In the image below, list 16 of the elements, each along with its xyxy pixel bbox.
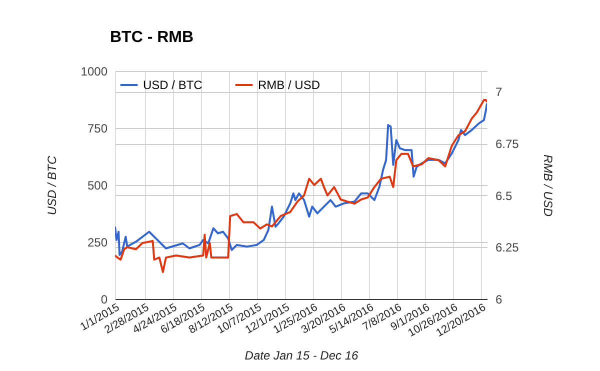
y-tick-label: 750: [87, 122, 108, 136]
y-tick-label: 1000: [80, 64, 108, 78]
x-axis-title: Date Jan 15 - Dec 16: [244, 348, 359, 363]
y2-tick-label: 7: [496, 85, 502, 100]
y-tick-label: 0: [100, 292, 108, 306]
legend-label: RMB / USD: [258, 78, 320, 92]
y2-tick-label: 6.75: [496, 137, 520, 152]
y-tick-label: 250: [87, 236, 108, 250]
y2-tick-label: 6: [496, 292, 502, 306]
y2-tick-label: 6.25: [496, 240, 520, 255]
y2-axis-title: RMB / USD: [540, 154, 555, 217]
y2-tick-label: 6.5: [496, 188, 513, 203]
y-axis-title: USD / BTC: [44, 156, 59, 216]
legend-label: USD / BTC: [143, 78, 203, 92]
y-tick-label: 500: [87, 178, 108, 192]
chart-title: BTC - RMB: [110, 29, 194, 46]
